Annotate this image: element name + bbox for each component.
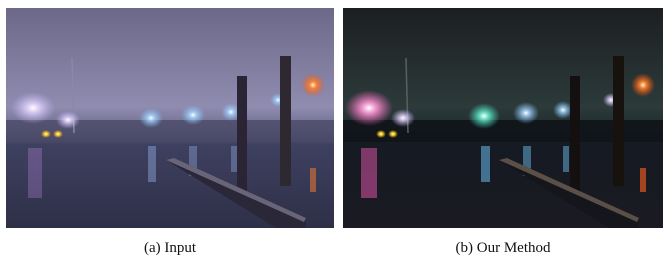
figure: (a) Input (b) Our Method [0, 0, 668, 264]
caption-b: (b) Our Method [339, 240, 667, 257]
caption-a: (a) Input [6, 240, 334, 257]
figure-images [0, 0, 668, 240]
image-our-method [343, 8, 663, 228]
image-input [6, 8, 334, 228]
